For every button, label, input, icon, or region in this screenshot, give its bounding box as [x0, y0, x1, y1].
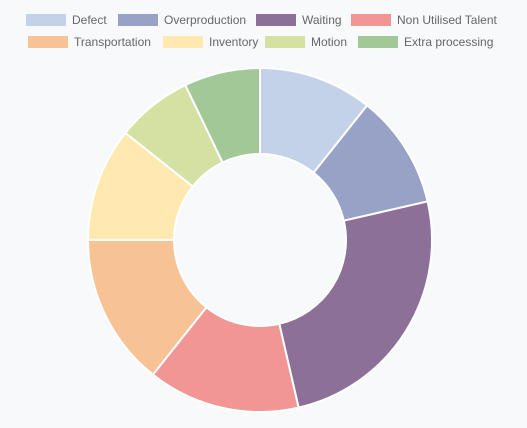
legend-swatch — [256, 14, 296, 26]
legend-item-non-utilised-talent[interactable]: Non Utilised Talent — [351, 13, 497, 27]
legend-swatch — [163, 36, 203, 48]
legend-item-motion[interactable]: Motion — [265, 35, 347, 49]
legend-swatch — [358, 36, 398, 48]
legend-item-transportation[interactable]: Transportation — [28, 35, 151, 49]
legend-item-defect[interactable]: Defect — [26, 13, 107, 27]
legend-label: Waiting — [302, 13, 342, 27]
legend-swatch — [118, 14, 158, 26]
legend-label: Extra processing — [404, 35, 494, 49]
slice-waiting[interactable] — [278, 200, 433, 409]
legend-label: Motion — [311, 35, 348, 49]
legend-swatch — [351, 14, 391, 26]
legend-swatch — [28, 36, 68, 48]
slice-extra-processing[interactable] — [183, 66, 261, 164]
slice-transportation[interactable] — [86, 239, 208, 376]
legend-label: Defect — [72, 13, 107, 27]
legend-label: Transportation — [74, 35, 151, 49]
legend-item-inventory[interactable]: Inventory — [163, 35, 258, 49]
legend-label: Inventory — [209, 35, 259, 49]
legend-label: Overproduction — [164, 13, 247, 27]
slice-non-utilised-talent[interactable] — [151, 305, 300, 413]
legend-swatch — [265, 36, 305, 48]
legend-item-extra-processing[interactable]: Extra processing — [358, 35, 493, 49]
legend-item-waiting[interactable]: Waiting — [256, 13, 342, 27]
legend-label: Non Utilised Talent — [397, 13, 497, 27]
legend-item-overproduction[interactable]: Overproduction — [118, 13, 246, 27]
legend-swatch — [26, 14, 66, 26]
chart-legend: Defect Overproduction Waiting Non Utilised … — [0, 0, 527, 60]
